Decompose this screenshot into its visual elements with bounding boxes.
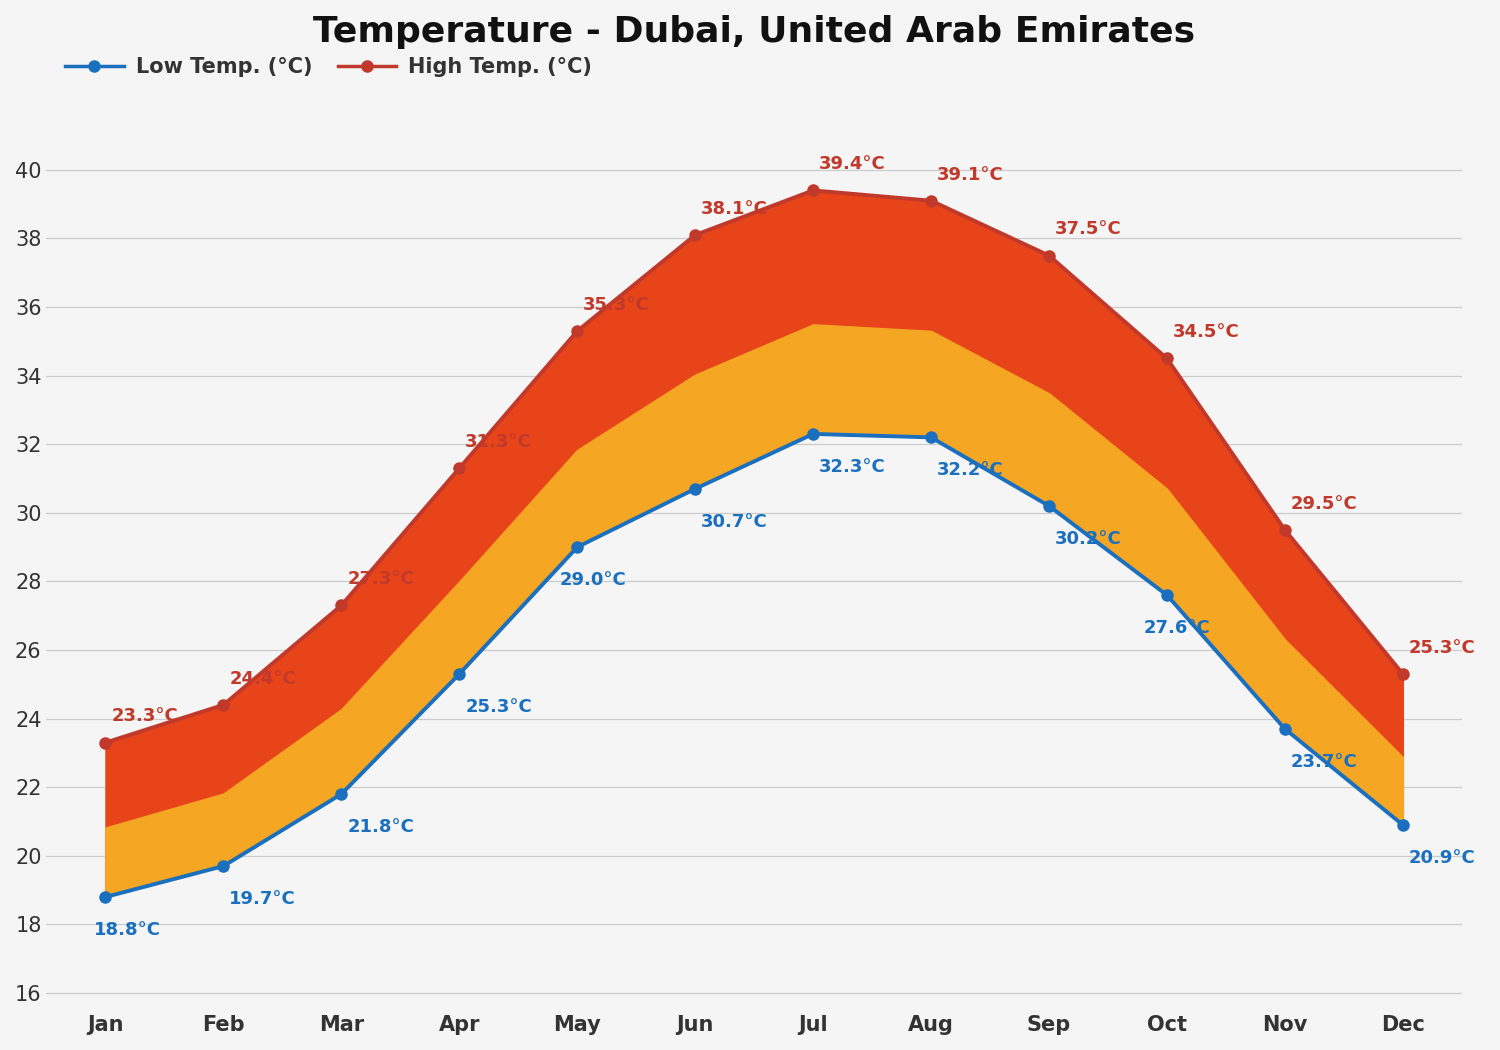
High Temp. (°C) [333, 600, 351, 612]
Text: 18.8°C: 18.8°C [93, 921, 160, 939]
Text: 39.4°C: 39.4°C [819, 155, 886, 173]
High Temp. (°C) [1276, 524, 1294, 537]
High Temp. (°C) [1158, 352, 1176, 364]
High Temp. (°C) [214, 698, 232, 711]
Low Temp. (°C) [1276, 722, 1294, 735]
Low Temp. (°C) [1040, 500, 1058, 512]
Low Temp. (°C) [333, 788, 351, 800]
Low Temp. (°C) [804, 427, 822, 440]
High Temp. (°C) [568, 324, 586, 337]
Text: 19.7°C: 19.7°C [230, 890, 296, 908]
Text: 25.3°C: 25.3°C [465, 698, 532, 716]
Low Temp. (°C) [686, 483, 703, 496]
Text: 30.2°C: 30.2°C [1054, 530, 1122, 548]
Text: 35.3°C: 35.3°C [584, 296, 650, 314]
Text: 23.7°C: 23.7°C [1292, 753, 1358, 771]
Low Temp. (°C) [450, 668, 468, 680]
Line: Low Temp. (°C): Low Temp. (°C) [100, 428, 1408, 903]
High Temp. (°C) [804, 184, 822, 196]
High Temp. (°C) [1394, 668, 1411, 680]
Text: 38.1°C: 38.1°C [700, 200, 768, 217]
Text: 25.3°C: 25.3°C [1408, 638, 1476, 657]
Text: 30.7°C: 30.7°C [700, 512, 768, 531]
Text: 39.1°C: 39.1°C [938, 166, 1004, 184]
Text: 29.5°C: 29.5°C [1292, 495, 1358, 512]
High Temp. (°C) [1040, 249, 1058, 261]
Text: 23.3°C: 23.3°C [111, 708, 178, 726]
Text: 27.3°C: 27.3°C [346, 570, 414, 588]
High Temp. (°C) [450, 462, 468, 475]
Low Temp. (°C) [1394, 819, 1411, 832]
Legend: Low Temp. (°C), High Temp. (°C): Low Temp. (°C), High Temp. (°C) [57, 48, 600, 85]
Text: 32.3°C: 32.3°C [819, 458, 886, 476]
Text: 21.8°C: 21.8°C [346, 818, 414, 836]
Text: 27.6°C: 27.6°C [1143, 620, 1210, 637]
Text: 34.5°C: 34.5°C [1173, 323, 1239, 341]
Text: 37.5°C: 37.5°C [1054, 220, 1122, 238]
Low Temp. (°C) [1158, 589, 1176, 602]
High Temp. (°C) [686, 229, 703, 242]
Line: High Temp. (°C): High Temp. (°C) [100, 185, 1408, 749]
Text: 24.4°C: 24.4°C [230, 670, 296, 688]
Low Temp. (°C) [922, 432, 940, 444]
High Temp. (°C) [922, 194, 940, 207]
Title: Temperature - Dubai, United Arab Emirates: Temperature - Dubai, United Arab Emirate… [314, 15, 1196, 49]
Low Temp. (°C) [214, 860, 232, 873]
Low Temp. (°C) [568, 541, 586, 553]
Low Temp. (°C) [96, 890, 114, 903]
Text: 32.2°C: 32.2°C [938, 461, 1004, 480]
High Temp. (°C) [96, 736, 114, 749]
Text: 31.3°C: 31.3°C [465, 433, 532, 452]
Text: 29.0°C: 29.0°C [560, 571, 627, 589]
Text: 20.9°C: 20.9°C [1408, 849, 1476, 867]
